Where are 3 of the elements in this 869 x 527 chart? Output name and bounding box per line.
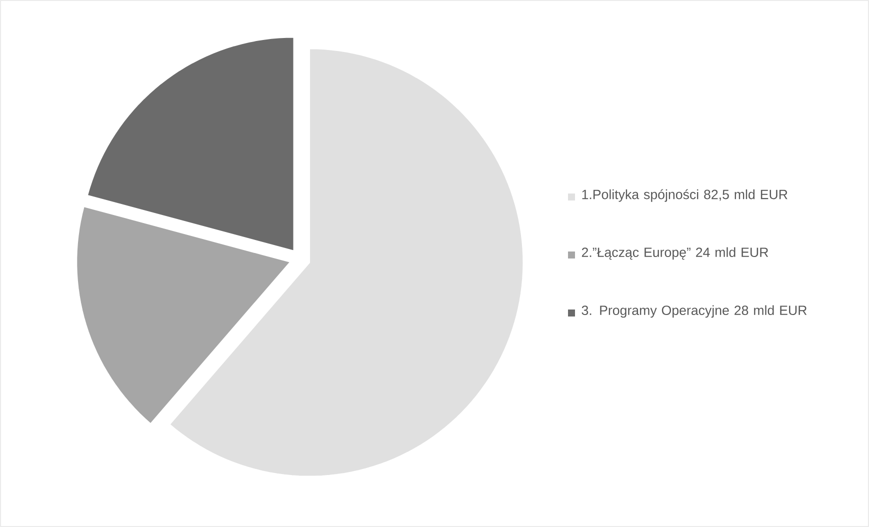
legend-label: 2.”Łącząc Europę” 24 mld EUR [582, 247, 768, 260]
legend-label: 1.Polityka spójności 82,5 mld EUR [582, 189, 788, 202]
legend-label: 3. Programy Operacyjne 28 mld EUR [582, 305, 807, 318]
